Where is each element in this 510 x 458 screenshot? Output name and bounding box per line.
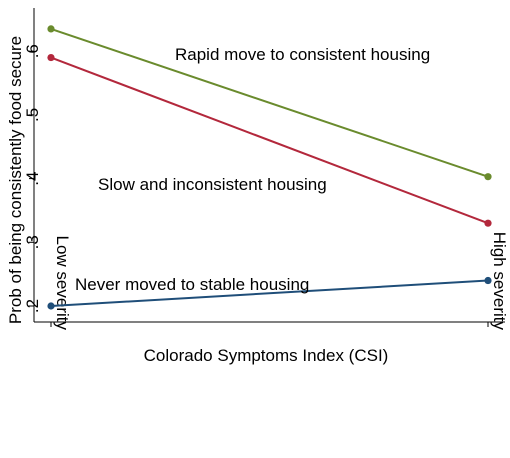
data-point [484, 219, 492, 227]
series-line [50, 56, 489, 225]
axes [33, 8, 505, 323]
y-tick-label: .3 [23, 235, 42, 249]
series-label: Slow and inconsistent housing [98, 175, 327, 194]
series-group: Rapid move to consistent housing Slow and… [47, 25, 492, 310]
x-ticks: Low severity High severity [50, 232, 509, 331]
series-line [50, 279, 489, 307]
x-tick-label: Low severity [53, 236, 72, 331]
series-label: Rapid move to consistent housing [175, 45, 430, 64]
y-axis-label: Prob of being consistently food secure [6, 36, 25, 324]
data-point [47, 25, 55, 33]
data-point [47, 302, 55, 310]
series-line [50, 27, 489, 178]
x-axis-label: Colorado Symptoms Index (CSI) [144, 346, 389, 365]
y-tick-label: .4 [23, 172, 42, 186]
data-point [484, 173, 492, 181]
x-tick-label: High severity [490, 232, 509, 331]
y-tick-label: .2 [23, 299, 42, 313]
series-label: Never moved to stable housing [75, 275, 309, 294]
data-point [47, 53, 55, 62]
data-point [484, 276, 492, 285]
y-tick-label: .5 [23, 108, 42, 122]
y-ticks: .2 .3 .4 .5 .6 [23, 44, 42, 313]
y-tick-label: .6 [23, 44, 42, 58]
